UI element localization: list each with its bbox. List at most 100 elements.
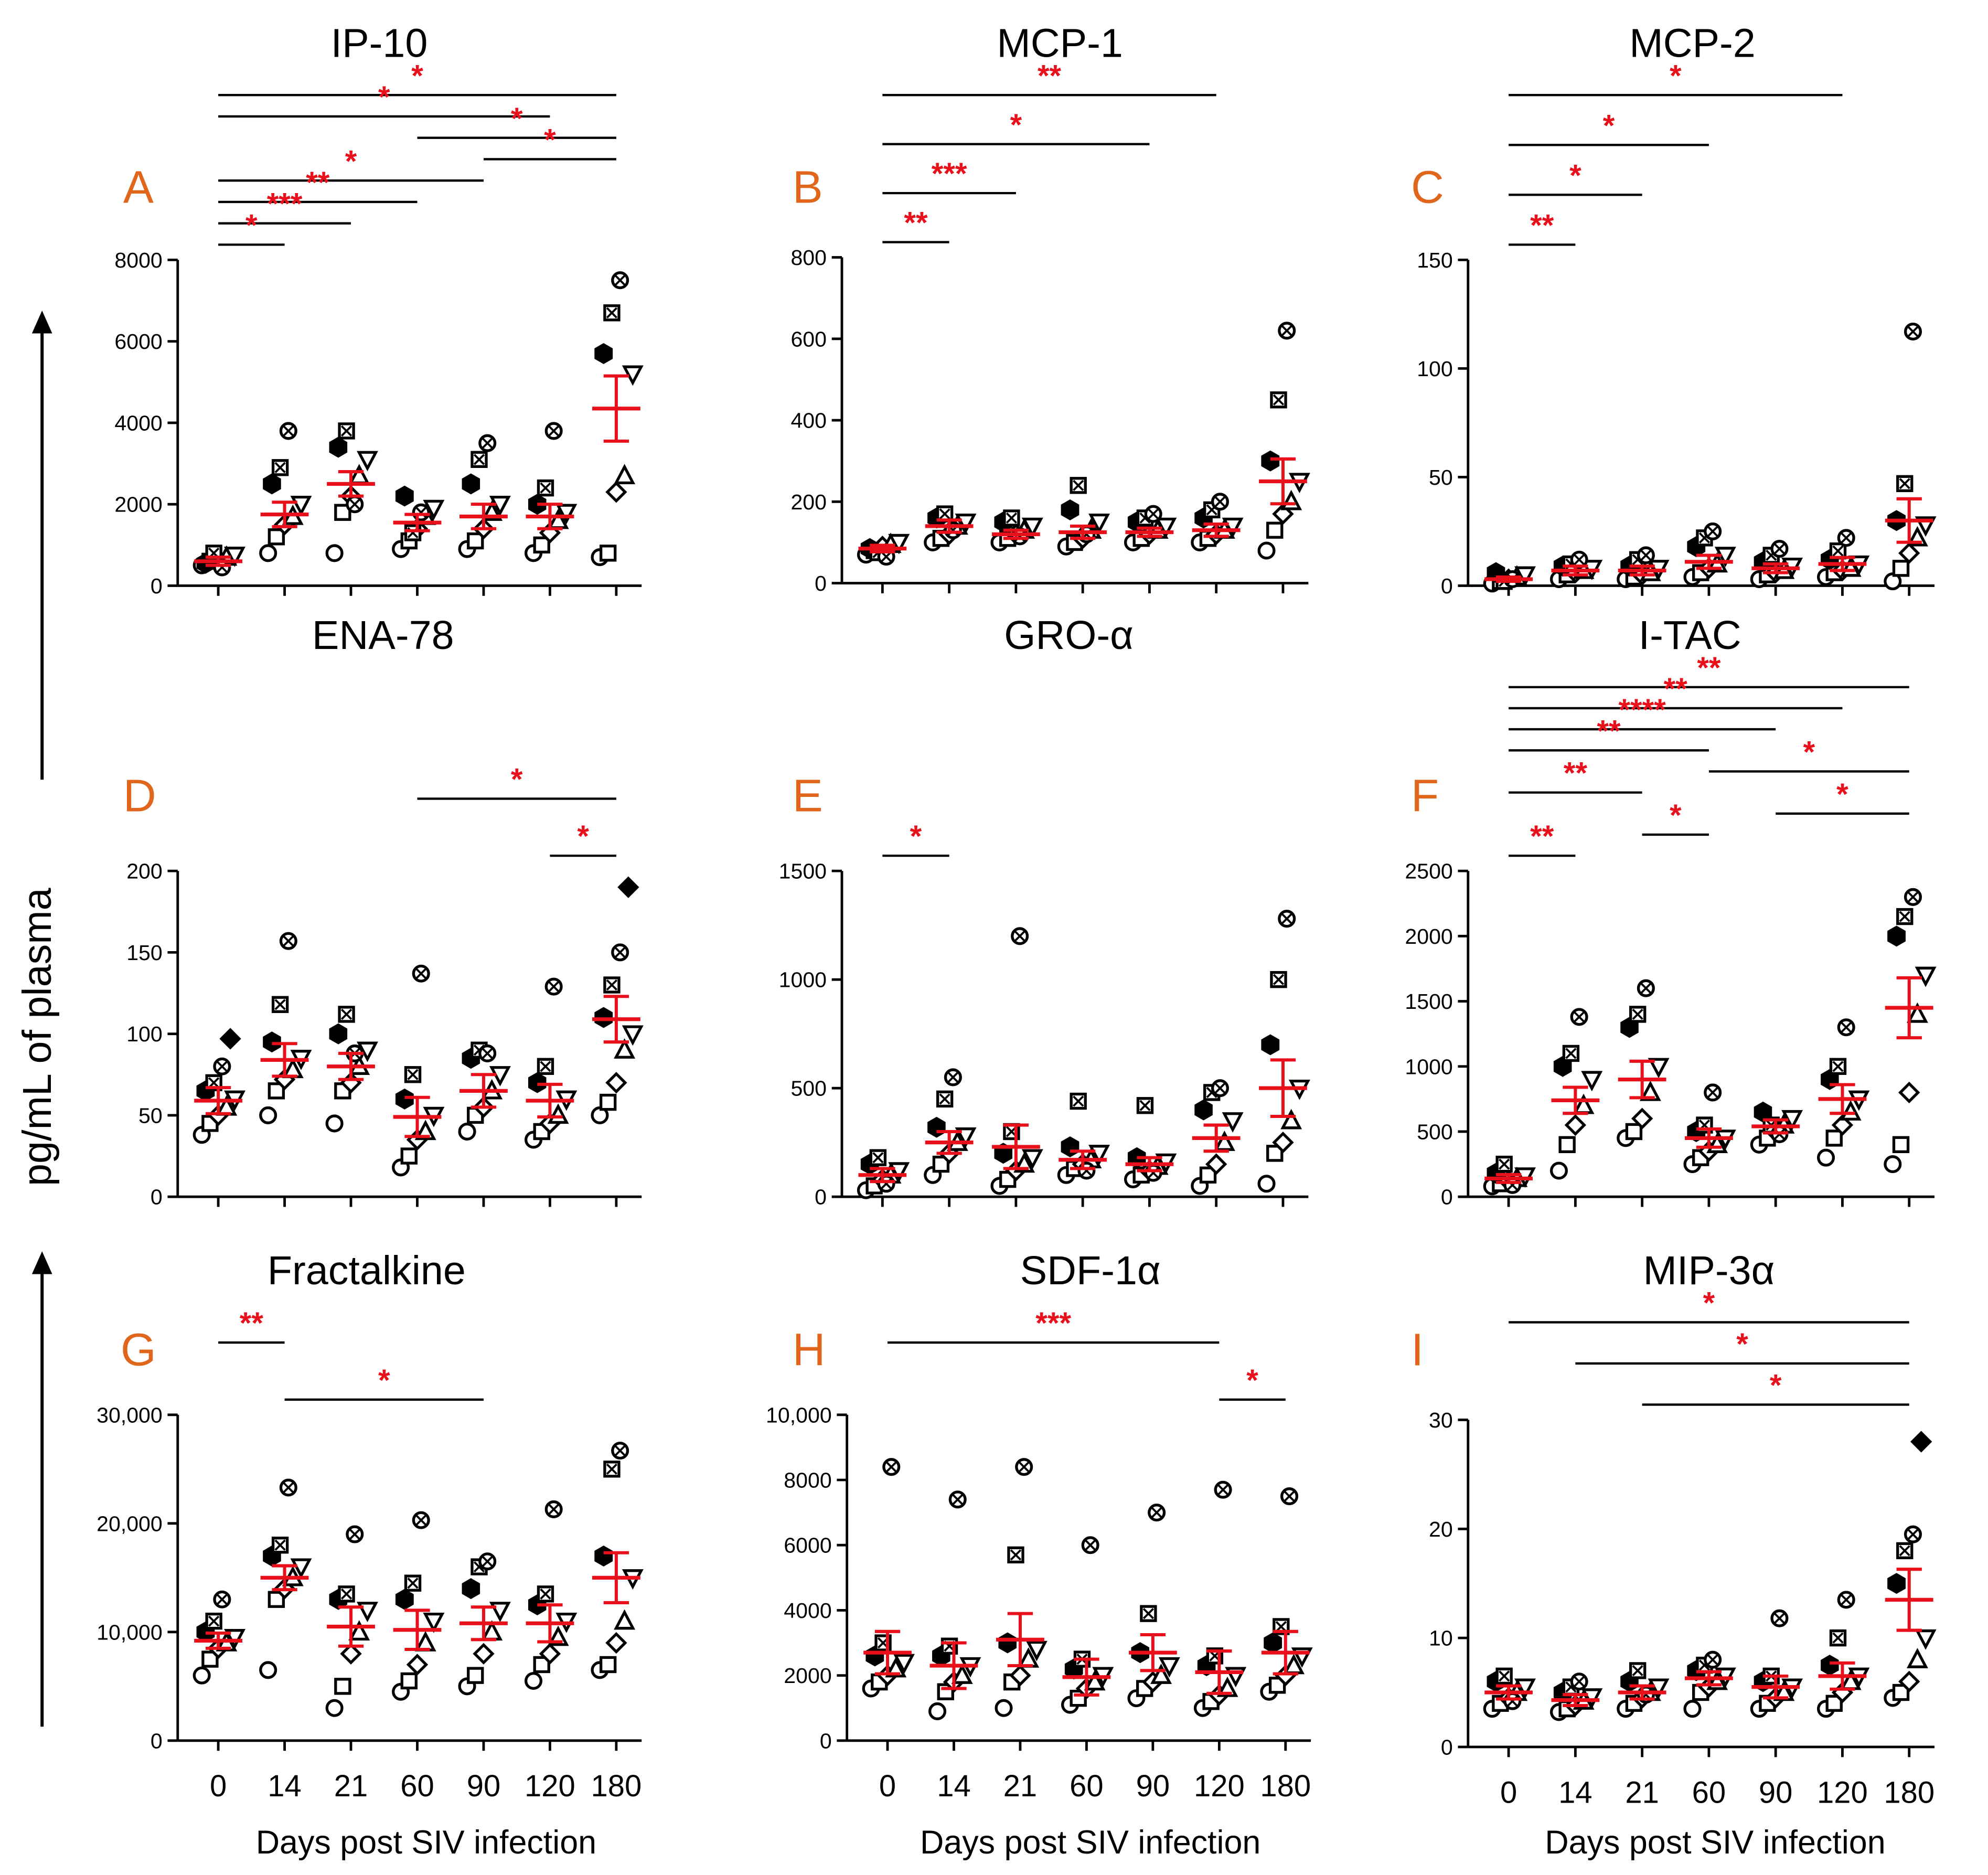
data-point-cross — [1899, 1545, 1910, 1557]
data-point — [594, 343, 613, 364]
data-point — [599, 1093, 617, 1111]
data-point — [555, 504, 578, 525]
y-tick-label: 50 — [138, 1103, 163, 1127]
data-point — [1825, 1130, 1843, 1147]
data-point-cross — [482, 1556, 493, 1567]
data-point — [1264, 1632, 1282, 1654]
panel-title: MCP-2 — [1629, 21, 1756, 66]
data-point-cross — [1632, 1665, 1643, 1677]
data-point — [927, 1116, 946, 1138]
data-point — [622, 1025, 644, 1046]
data-point — [334, 1678, 351, 1695]
data-point — [356, 451, 378, 472]
panel-title: GRO-α — [1004, 613, 1134, 658]
significance-stars: * — [577, 820, 589, 854]
data-point-cross — [614, 274, 626, 286]
data-point — [937, 1683, 954, 1700]
significance-stars: ** — [1697, 652, 1721, 685]
data-point-cross — [1214, 496, 1226, 507]
data-point — [325, 1114, 344, 1133]
y-tick-label: 1000 — [1405, 1054, 1452, 1079]
data-point-cross — [1640, 983, 1652, 994]
data-point-cross — [872, 1152, 884, 1164]
data-point-cross — [283, 1482, 294, 1494]
data-point — [1906, 1002, 1928, 1023]
data-point-cross — [939, 508, 950, 520]
y-tick-label: 1500 — [1405, 989, 1452, 1014]
significance-stars: *** — [1035, 1307, 1071, 1340]
axis-arrows — [31, 311, 52, 1727]
data-point — [1831, 1114, 1854, 1136]
data-point — [932, 1155, 950, 1173]
y-tick-label: 8000 — [784, 1468, 831, 1493]
x-tick-label: 60 — [400, 1770, 434, 1803]
data-point-cross — [1832, 1061, 1844, 1072]
data-point — [473, 1643, 495, 1665]
significance-stars: ** — [240, 1307, 264, 1340]
significance-stars: * — [345, 145, 357, 178]
data-point — [1216, 1676, 1238, 1697]
data-point-cross — [548, 981, 560, 993]
significance-stars: ** — [1564, 757, 1588, 791]
data-point-cross — [1084, 1539, 1096, 1551]
data-point — [533, 1656, 550, 1674]
data-point — [1887, 925, 1906, 947]
data-point-cross — [540, 1588, 551, 1600]
data-point — [524, 1671, 543, 1690]
data-point-cross — [349, 498, 360, 510]
x-tick-label: 60 — [1070, 1770, 1104, 1803]
data-point — [605, 481, 627, 503]
data-point — [1773, 1680, 1795, 1701]
x-tick-label: 0 — [210, 1770, 227, 1803]
data-point-cross — [274, 1539, 286, 1551]
panel-letter: G — [121, 1325, 156, 1376]
data-point-cross — [349, 1528, 360, 1540]
data-point — [1084, 1670, 1106, 1691]
data-point-cross — [1841, 532, 1852, 544]
x-tick-label: 60 — [1692, 1776, 1726, 1809]
data-point-cross — [606, 979, 618, 991]
data-point — [995, 1699, 1013, 1717]
significance-stars: * — [1803, 736, 1815, 770]
data-point — [1639, 1080, 1661, 1101]
x-tick-label: 21 — [1003, 1770, 1038, 1803]
data-point — [528, 494, 547, 515]
data-point-cross — [548, 1504, 560, 1515]
data-point-cross — [614, 1445, 626, 1456]
significance-stars: ** — [306, 166, 330, 200]
data-point — [1194, 1099, 1213, 1121]
data-point-cross — [939, 1093, 950, 1105]
x-axis-label-col-3: Days post SIV infection — [1545, 1824, 1885, 1861]
panel-letter: C — [1411, 162, 1444, 213]
y-tick-label: 10 — [1429, 1626, 1453, 1650]
panel-title: I-TAC — [1639, 613, 1741, 658]
data-point-cross — [415, 1514, 427, 1526]
significance-stars: ** — [1664, 673, 1688, 706]
data-point — [348, 1620, 370, 1641]
y-tick-label: 100 — [1417, 357, 1453, 381]
data-point — [1620, 1017, 1639, 1038]
panel-title: ENA-78 — [312, 613, 454, 658]
data-point-cross — [340, 1588, 352, 1600]
data-point — [1127, 1147, 1146, 1168]
data-point — [325, 1699, 344, 1717]
data-point — [1061, 499, 1079, 520]
data-point — [1581, 1071, 1603, 1092]
data-point — [1021, 517, 1043, 538]
significance-stars: * — [1703, 1286, 1715, 1320]
data-point-cross — [1018, 1461, 1030, 1473]
x-tick-label: 90 — [1136, 1770, 1170, 1803]
data-point — [329, 1023, 348, 1045]
significance-stars: * — [1836, 778, 1848, 812]
data-point — [1021, 1149, 1043, 1170]
data-point — [1280, 1109, 1302, 1130]
data-point-cross — [885, 1461, 897, 1473]
data-point — [1884, 1155, 1902, 1174]
y-axis-label: pg/mL of plasma — [15, 888, 60, 1186]
y-tick-label: 6000 — [784, 1533, 831, 1558]
data-point — [1892, 1136, 1910, 1153]
data-point — [1199, 1166, 1217, 1184]
